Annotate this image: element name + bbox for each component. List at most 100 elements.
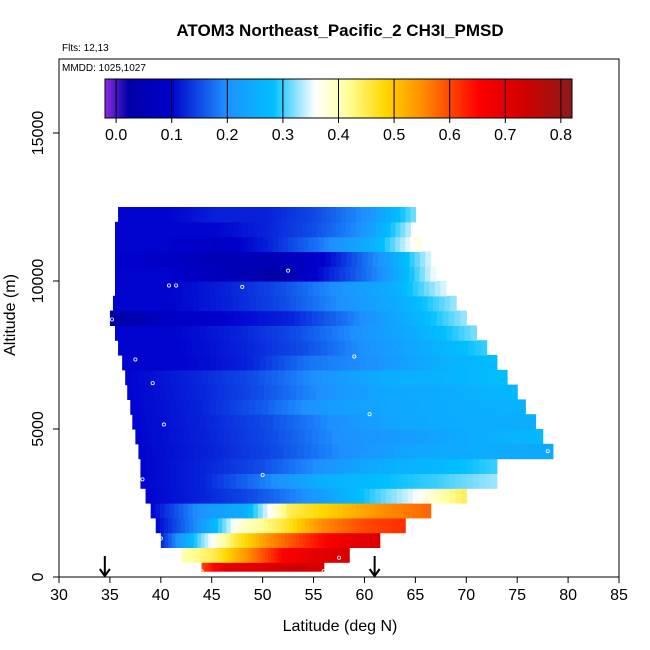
heatmap-cell [241,281,248,297]
heatmap-cell [259,458,266,474]
heatmap-cell [347,399,355,415]
heatmap-cell [186,532,191,548]
heatmap-cell [367,399,375,415]
heatmap-cell [250,295,257,312]
heatmap-cell [229,458,237,474]
heatmap-cell [455,340,463,356]
heatmap-cell [529,429,537,445]
heatmap-cell [375,207,382,223]
heatmap-cell [341,503,348,519]
heatmap-cell [200,443,209,460]
heatmap-cell [325,251,332,267]
heatmap-cell [228,221,234,238]
colorbar-ticks: 0.0 0.1 0.2 0.3 0.4 0.5 0.6 0.7 0.8 [105,79,572,144]
heatmap-cell [272,355,279,371]
heatmap-cell [441,414,449,430]
heatmap-cell [412,310,420,326]
heatmap-cell [273,414,281,430]
heatmap-cell [343,547,347,563]
heatmap-cell [279,547,283,563]
heatmap-cell [157,369,164,386]
heatmap-cell [227,295,234,312]
heatmap-cell [392,266,399,282]
heatmap-cell [222,310,230,326]
heatmap-cell [243,429,252,445]
heatmap-cell [137,369,145,386]
heatmap-cell [354,458,361,474]
heatmap-cell [313,414,322,430]
heatmap-cell [195,266,202,282]
heatmap-cell [369,236,376,252]
heatmap-cell [376,340,383,356]
heatmap-cell [253,458,260,474]
heatmap-cell [323,310,331,326]
heatmap-cell [293,251,300,267]
heatmap-cell [210,310,218,326]
sample-point [260,472,265,477]
heatmap-cell [462,369,470,386]
heatmap-cell [393,429,401,445]
heatmap-cell [150,503,156,519]
heatmap-cell [421,414,429,430]
heatmap-cell [347,295,354,312]
heatmap-cell [403,266,410,282]
heatmap-cell [413,399,421,415]
heatmap-cell [478,384,486,400]
heatmap-cell [372,532,377,548]
heatmap-cell [169,310,176,326]
heatmap-cell [124,295,131,312]
heatmap-cell [448,310,455,326]
heatmap-cell [307,325,315,341]
heatmap-cell [115,221,121,238]
heatmap-cell [302,384,310,400]
heatmap-cell [206,236,213,252]
heatmap-cell [326,547,331,563]
heatmap-cell [452,384,460,400]
heatmap-cell [425,251,432,267]
heatmap-cell [255,443,264,460]
heatmap-cell [152,266,159,282]
heatmap-cell [240,310,248,326]
heatmap-cell [209,251,216,267]
arrow-down-icon [368,556,381,578]
heatmap-cell [276,443,285,460]
heatmap-cell [119,221,126,238]
heatmap-cell [476,443,485,460]
heatmap-cell [151,310,159,326]
heatmap-cell [216,429,225,445]
heatmap-cell [309,384,317,400]
heatmap-cell [279,488,286,504]
heatmap-cell [280,414,288,430]
heatmap-cell [145,310,153,326]
heatmap-cell [235,473,243,489]
heatmap-cell [366,429,374,445]
heatmap-cell [467,473,474,489]
heatmap-cell [168,532,173,548]
heatmap-cell [328,384,336,400]
heatmap-cell [215,399,224,415]
heatmap-cell [303,532,308,548]
heatmap-cell [458,384,466,400]
heatmap-cell [231,384,239,400]
heatmap-cell [115,266,121,282]
heatmap-cell [145,488,152,504]
heatmap-cell [132,414,140,430]
heatmap-cell [411,369,419,386]
heatmap-cell [359,517,365,534]
heatmap-cell [292,517,298,534]
heatmap-cell [341,251,348,267]
heatmap-cell [257,251,263,267]
heatmap-cell [449,458,456,474]
heatmap-cell [183,251,190,267]
heatmap-cell [335,281,342,297]
heatmap-cell [159,517,165,534]
heatmap-cell [351,221,357,238]
heatmap-cell [175,281,182,297]
heatmap-cell [439,488,446,504]
heatmap-cell [266,414,275,430]
heatmap-cell [335,532,341,548]
heatmap-cell [539,443,547,460]
heatmap-cell [442,443,450,460]
colorbar-tick-label: 0.5 [383,127,405,144]
